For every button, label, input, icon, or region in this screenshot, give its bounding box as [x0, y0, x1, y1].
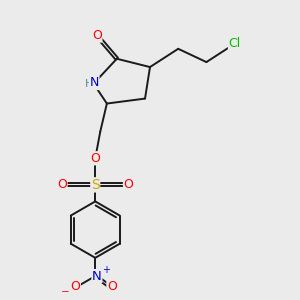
Text: −: − — [61, 287, 70, 297]
Text: S: S — [91, 178, 100, 192]
Text: O: O — [70, 280, 80, 293]
Text: O: O — [57, 178, 67, 191]
Text: O: O — [107, 280, 117, 293]
Text: Cl: Cl — [229, 37, 241, 50]
Text: N: N — [90, 76, 99, 89]
Text: O: O — [92, 29, 102, 42]
Text: H: H — [85, 79, 94, 88]
Text: +: + — [102, 265, 110, 275]
Text: O: O — [124, 178, 134, 191]
Text: O: O — [90, 152, 100, 165]
Text: N: N — [92, 270, 102, 283]
